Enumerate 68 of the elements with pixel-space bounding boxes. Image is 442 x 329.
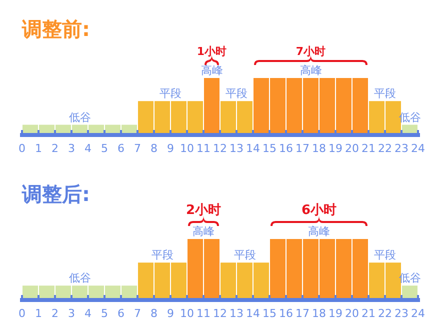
annotation: 高峰 — [300, 64, 322, 77]
annotation: 高峰 — [192, 225, 214, 238]
x-tick-label: 0 — [18, 142, 26, 155]
x-tick-label: 20 — [345, 142, 359, 155]
x-tick-label: 5 — [101, 142, 108, 155]
x-tick-label: 8 — [150, 142, 158, 155]
annotation: 平段 — [374, 87, 396, 100]
x-tick-label: 21 — [362, 142, 376, 155]
x-tick-label: 20 — [345, 307, 359, 320]
x-tick-label: 3 — [68, 307, 75, 320]
annotation: 平段 — [151, 248, 174, 262]
x-tick-label: 9 — [167, 307, 174, 320]
x-tick-label: 4 — [84, 307, 92, 320]
annotation: 低谷 — [68, 110, 91, 124]
x-tick-label: 6 — [118, 307, 124, 320]
x-tick-label: 3 — [68, 142, 75, 155]
x-tick-label: 7 — [134, 142, 141, 155]
x-tick-label: 24 — [411, 142, 425, 155]
x-tick-label: 15 — [262, 142, 276, 155]
x-tick-label: 10 — [180, 307, 194, 320]
chart-title: 调整后: — [21, 182, 90, 206]
x-tick-label: 2 — [52, 307, 58, 320]
x-tick-label: 4 — [84, 142, 92, 155]
annotation: 平段 — [226, 87, 248, 100]
annotation: 1小时 — [196, 45, 227, 58]
x-tick-label: 18 — [312, 142, 326, 155]
annotation: 高峰 — [308, 225, 330, 238]
x-tick-label: 21 — [362, 307, 376, 320]
x-tick-label: 2 — [52, 142, 58, 155]
x-tick-label: 9 — [167, 142, 174, 155]
x-tick-label: 24 — [411, 307, 425, 320]
x-tick-label: 11 — [196, 307, 210, 320]
annotation: 6小时 — [301, 203, 337, 218]
x-tick-label: 22 — [378, 142, 392, 155]
x-tick-label: 1 — [35, 142, 42, 155]
x-tick-label: 12 — [213, 142, 227, 155]
x-tick-label: 13 — [230, 142, 244, 155]
x-tick-label: 6 — [118, 142, 124, 155]
annotation: 高峰 — [200, 64, 223, 77]
x-tick-label: 14 — [246, 142, 260, 155]
annotation: 2小时 — [186, 203, 222, 218]
annotation: 平段 — [234, 248, 256, 262]
x-tick-label: 1 — [35, 307, 42, 320]
x-tick-label: 8 — [150, 307, 158, 320]
x-tick-label: 7 — [134, 307, 141, 320]
annotation: 平段 — [374, 248, 396, 262]
x-tick-label: 12 — [213, 307, 227, 320]
x-tick-label: 19 — [328, 142, 342, 155]
x-tick-label: 15 — [262, 307, 276, 320]
x-tick-label: 23 — [394, 307, 408, 320]
x-tick-label: 13 — [230, 307, 244, 320]
x-tick-label: 17 — [296, 307, 310, 320]
x-tick-label: 19 — [328, 307, 342, 320]
annotation: 平段 — [160, 87, 182, 100]
x-tick-label: 17 — [296, 142, 310, 155]
x-tick-label: 11 — [196, 142, 210, 155]
x-tick-label: 5 — [101, 307, 108, 320]
x-tick-label: 22 — [378, 307, 392, 320]
x-tick-label: 18 — [312, 307, 326, 320]
x-tick-label: 16 — [279, 142, 293, 155]
x-tick-label: 16 — [279, 307, 293, 320]
x-tick-label: 10 — [180, 142, 194, 155]
annotation: 7小时 — [296, 45, 326, 58]
annotation: 低谷 — [68, 272, 91, 285]
x-tick-label: 14 — [246, 307, 260, 320]
chart-title: 调整前: — [21, 17, 90, 41]
x-tick-label: 23 — [394, 142, 408, 155]
x-tick-label: 0 — [18, 307, 26, 320]
